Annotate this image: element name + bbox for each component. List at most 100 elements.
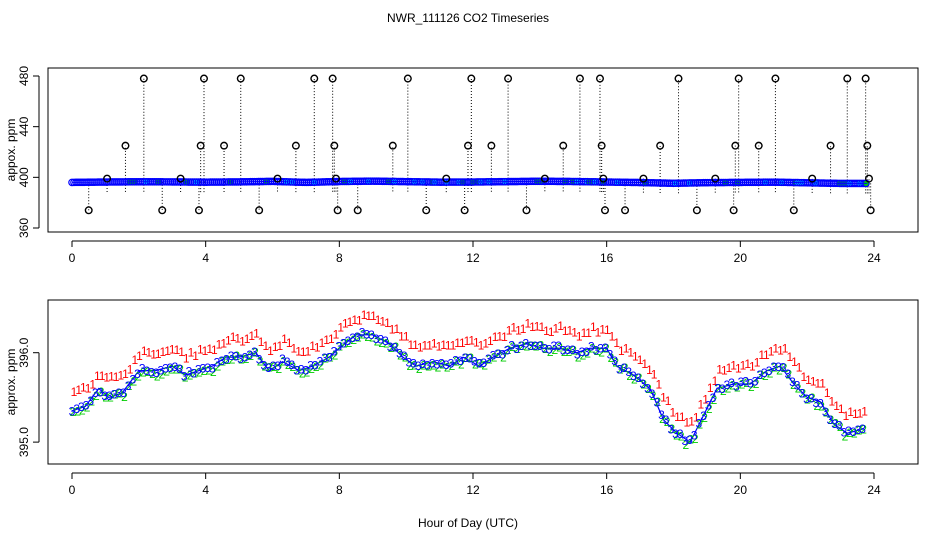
series-label-3: 3 (293, 363, 300, 377)
series-label-1: 1 (277, 339, 284, 353)
spike-point (504, 74, 513, 83)
series-label-3: 3 (836, 418, 843, 432)
series-label-1: 1 (655, 378, 662, 392)
top-y-axis: 360 400 440 480 (17, 66, 40, 238)
series-label-1: 1 (160, 345, 167, 359)
series-label-2: 2 (107, 391, 114, 405)
series-label-2: 2 (795, 382, 802, 396)
series-label-1: 1 (805, 373, 812, 387)
series-label-1: 1 (796, 361, 803, 375)
series-label-3: 3 (518, 339, 525, 353)
baseline-line (71, 180, 868, 184)
series-label-2: 2 (304, 366, 311, 380)
series-label-3: 3 (363, 328, 370, 342)
series-label-1: 1 (679, 410, 686, 424)
series-label-2: 2 (397, 348, 404, 362)
series-label-1: 1 (379, 314, 386, 328)
series-label-3: 3 (817, 396, 824, 410)
series-label-1: 1 (150, 347, 157, 361)
series-label-3: 3 (551, 339, 558, 353)
series-label-3: 3 (677, 427, 684, 441)
series-label-1: 1 (127, 362, 134, 376)
series-label-2: 2 (481, 358, 488, 372)
bottom-panel: 1231231231231231231231231231231231231231… (4, 299, 919, 497)
series-label-1: 1 (454, 336, 461, 350)
x-tick-label: 20 (734, 483, 748, 497)
series-label-2: 2 (846, 426, 853, 440)
series-label-1: 1 (562, 324, 569, 338)
series-label-2: 2 (88, 394, 95, 408)
series-label-1: 1 (192, 349, 199, 363)
spike-point (460, 206, 469, 215)
series-label-1: 1 (323, 333, 330, 347)
x-tick-label: 20 (734, 251, 748, 265)
series-label-1: 1 (684, 415, 691, 429)
series-label-3: 3 (172, 360, 179, 374)
spike-point (442, 174, 451, 183)
series-label-3: 3 (789, 375, 796, 389)
series-label-1: 1 (800, 370, 807, 384)
series-label-3: 3 (649, 387, 656, 401)
spike-point (463, 141, 472, 150)
series-label-1: 1 (197, 342, 204, 356)
series-label-1: 1 (712, 374, 719, 388)
series-label-2: 2 (823, 405, 830, 419)
series-label-3: 3 (265, 361, 272, 375)
series-label-2: 2 (472, 358, 479, 372)
series-label-2: 2 (673, 429, 680, 443)
series-label-2: 2 (767, 366, 774, 380)
series-label-2: 2 (116, 387, 123, 401)
series-label-1: 1 (407, 338, 414, 352)
series-label-3: 3 (424, 358, 431, 372)
series-label-3: 3 (522, 336, 529, 350)
spike-point (599, 174, 608, 183)
series-label-2: 2 (294, 363, 301, 377)
series-label-1: 1 (459, 336, 466, 350)
series-label-1: 1 (599, 323, 606, 337)
series-label-3: 3 (359, 325, 366, 339)
series-label-3: 3 (443, 358, 450, 372)
series-label-1: 1 (660, 391, 667, 405)
series-label-2: 2 (720, 384, 727, 398)
series-label-2: 2 (547, 345, 554, 359)
series-label-1: 1 (707, 381, 714, 395)
top-x-axis: 0 4 8 12 16 20 24 (69, 240, 881, 265)
series-label-2: 2 (369, 330, 376, 344)
series-label-1: 1 (669, 406, 676, 420)
spike-point (864, 174, 873, 183)
series-label-1: 1 (202, 344, 209, 358)
series-label-3: 3 (321, 351, 328, 365)
spike-point (255, 206, 264, 215)
spike-point (692, 206, 701, 215)
series-label-3: 3 (457, 354, 464, 368)
series-label-3: 3 (162, 361, 169, 375)
series-label-2: 2 (243, 352, 250, 366)
series-label-1: 1 (174, 343, 181, 357)
series-label-3: 3 (331, 345, 338, 359)
series-label-1: 1 (333, 327, 340, 341)
bottom-plot-frame (47, 299, 919, 465)
top-plot-frame (47, 67, 919, 233)
series-label-2: 2 (608, 351, 615, 365)
series-label-2: 2 (458, 358, 465, 372)
series-label-3: 3 (368, 328, 375, 342)
series-label-2: 2 (238, 352, 245, 366)
series-label-2: 2 (566, 345, 573, 359)
series-label-2: 2 (252, 346, 259, 360)
series-label-1: 1 (838, 402, 845, 416)
series-label-3: 3 (429, 356, 436, 370)
series-label-2: 2 (159, 367, 166, 381)
series-label-3: 3 (597, 342, 604, 356)
series-label-2: 2 (509, 340, 516, 354)
series-label-2: 2 (154, 369, 161, 383)
series-label-3: 3 (354, 330, 361, 344)
series-label-1: 1 (791, 355, 798, 369)
series-label-1: 1 (216, 338, 223, 352)
series-label-2: 2 (776, 363, 783, 377)
spike-point (199, 74, 208, 83)
series-label-1: 1 (744, 357, 751, 371)
spike-point (328, 74, 337, 83)
series-label-3: 3 (284, 355, 291, 369)
x-tick-label: 12 (466, 483, 480, 497)
series-label-1: 1 (698, 397, 705, 411)
